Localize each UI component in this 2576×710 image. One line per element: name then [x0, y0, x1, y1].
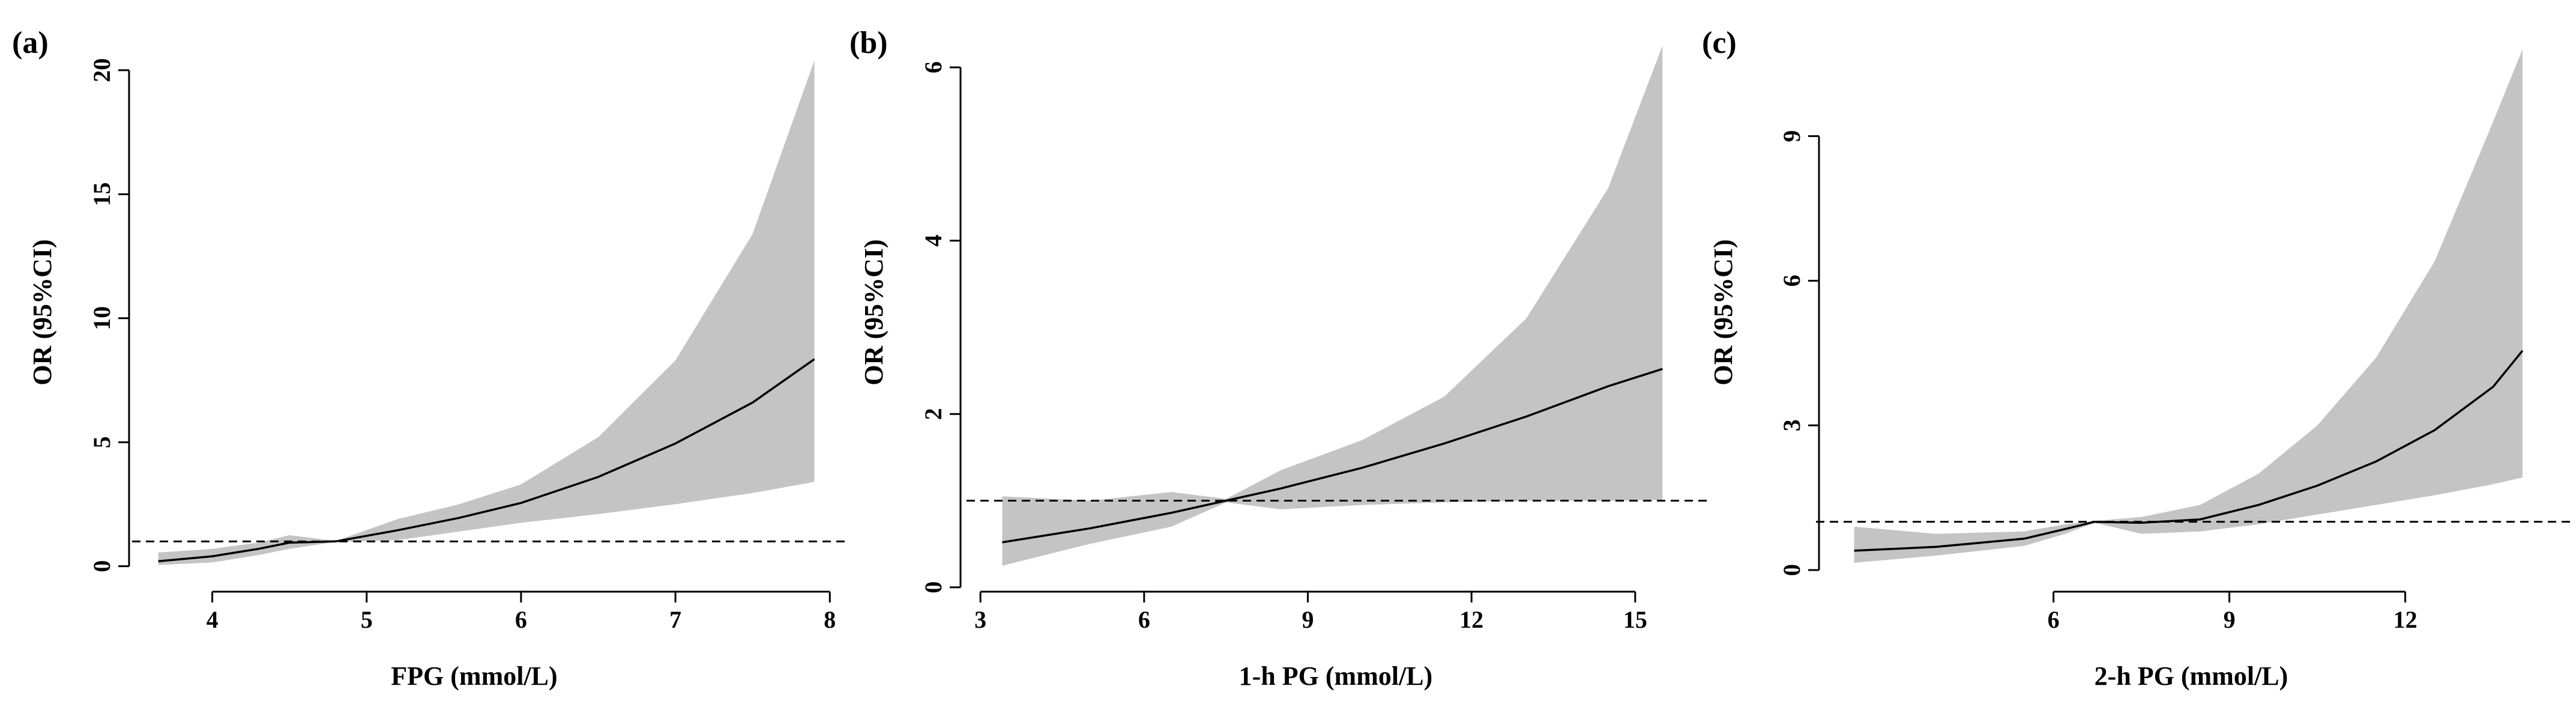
y-tick-label: 0 — [88, 560, 115, 572]
x-axis-title: FPG (mmol/L) — [391, 661, 557, 691]
y-axis-title: OR (95%CI) — [859, 239, 888, 385]
y-tick-label: 20 — [88, 58, 115, 82]
y-tick-label: 10 — [88, 306, 115, 330]
x-tick-label: 6 — [2048, 606, 2060, 633]
y-tick-label: 6 — [1778, 275, 1805, 287]
y-axis-title: OR (95%CI) — [28, 239, 57, 385]
or-curve — [158, 358, 815, 563]
ci-band — [158, 60, 815, 565]
x-tick-label: 3 — [974, 606, 986, 633]
y-tick-label: 3 — [1778, 419, 1805, 431]
panel-c: 0 3 6 9 6 9 12 2-h PG (mmol/L) OR (95%CI) (c) — [1702, 26, 2572, 691]
x-tick-label: 9 — [2224, 606, 2236, 633]
panel-a: 0 5 10 15 20 4 5 6 7 8 FPG (mmol/L) OR (95%CI) (a) — [12, 26, 848, 691]
x-tick-label: 7 — [669, 606, 681, 633]
or-curve — [1854, 350, 2524, 552]
panel-label: (a) — [12, 26, 49, 60]
y-tick-label: 15 — [88, 182, 115, 206]
y-tick-label: 0 — [1778, 564, 1805, 576]
x-tick-label: 12 — [2394, 606, 2418, 633]
y-axis-title: OR (95%CI) — [1709, 239, 1738, 385]
ci-band — [1854, 49, 2523, 563]
x-tick-label: 15 — [1623, 606, 1647, 633]
x-tick-label: 6 — [1138, 606, 1150, 633]
x-tick-label: 6 — [515, 606, 527, 633]
y-tick-label: 5 — [88, 436, 115, 448]
x-tick-label: 5 — [361, 606, 373, 633]
ci-band — [1002, 46, 1663, 566]
panel-label: (c) — [1702, 26, 1737, 60]
x-axis-title: 2-h PG (mmol/L) — [2095, 661, 2288, 691]
x-axis-title: 1-h PG (mmol/L) — [1239, 661, 1433, 691]
x-tick-label: 4 — [207, 606, 219, 633]
panel-label: (b) — [849, 26, 888, 60]
x-tick-label: 9 — [1302, 606, 1314, 633]
x-tick-label: 12 — [1459, 606, 1483, 633]
y-tick-label: 0 — [920, 581, 947, 593]
panel-b: 0 2 4 6 3 6 9 12 15 1-h PG (mmol/L) OR (95%CI) (b) — [849, 26, 1709, 691]
or-curve — [1002, 368, 1663, 544]
y-tick-label: 4 — [920, 235, 947, 247]
y-tick-label: 6 — [920, 61, 947, 73]
y-tick-label: 9 — [1778, 130, 1805, 142]
x-tick-label: 8 — [824, 606, 836, 633]
y-tick-label: 2 — [920, 408, 947, 420]
